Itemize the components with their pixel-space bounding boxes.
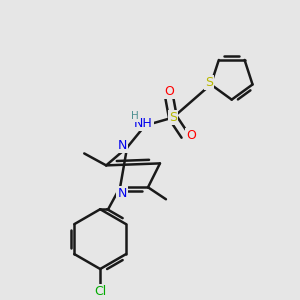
Text: S: S xyxy=(205,76,213,89)
Text: O: O xyxy=(186,129,196,142)
Text: N: N xyxy=(117,187,127,200)
Text: S: S xyxy=(169,111,177,124)
Text: O: O xyxy=(164,85,174,98)
Text: N: N xyxy=(117,139,127,152)
Text: Cl: Cl xyxy=(94,285,106,298)
Text: NH: NH xyxy=(134,117,152,130)
Text: H: H xyxy=(131,111,139,121)
